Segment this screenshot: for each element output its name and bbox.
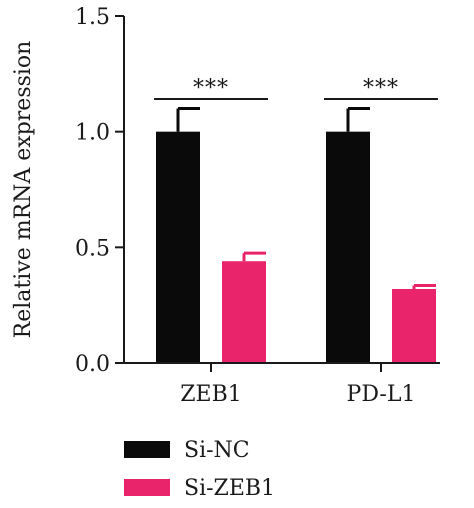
x-axis: ZEB1 PD-L1 xyxy=(124,362,440,407)
y-tick-label: 0.5 xyxy=(75,236,110,261)
y-axis-title: Relative mRNA expression xyxy=(11,41,36,339)
y-axis: 0.0 0.5 1.0 1.5 xyxy=(75,5,125,377)
error-bar xyxy=(242,251,266,262)
legend-swatch xyxy=(124,441,170,458)
legend-label: Si-NC xyxy=(184,438,250,463)
error-bar xyxy=(412,284,436,289)
legend-swatch xyxy=(124,479,170,496)
error-bar xyxy=(176,107,200,132)
legend: Si-NC Si-ZEB1 xyxy=(124,438,275,501)
y-tick-label: 1.0 xyxy=(75,121,110,146)
x-tick-label: PD-L1 xyxy=(347,382,416,407)
bars-group xyxy=(156,107,436,363)
significance-markers: *** *** xyxy=(154,76,438,101)
legend-label: Si-ZEB1 xyxy=(184,476,275,501)
bar-si-nc-zeb1 xyxy=(156,131,200,363)
y-tick-label: 0.0 xyxy=(75,352,110,377)
bar-si-zeb1-zeb1 xyxy=(222,261,266,363)
x-tick-label: ZEB1 xyxy=(180,382,242,407)
y-tick-label: 1.5 xyxy=(75,5,110,30)
error-bar xyxy=(346,107,370,132)
bar-si-nc-pd-l1 xyxy=(326,131,370,363)
significance-label: *** xyxy=(193,76,229,101)
bar-si-zeb1-pd-l1 xyxy=(392,288,436,363)
significance-label: *** xyxy=(363,76,399,101)
